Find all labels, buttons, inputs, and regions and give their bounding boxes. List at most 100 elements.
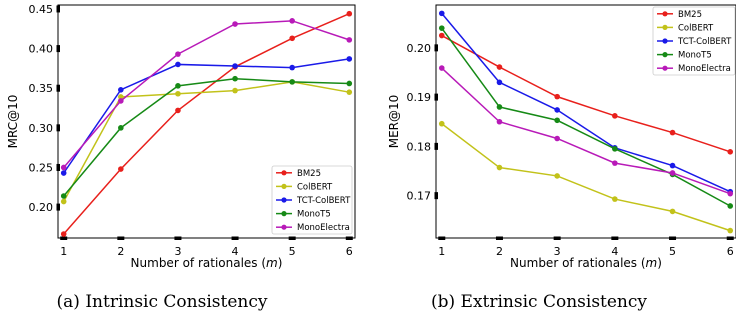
series-line — [63, 13, 350, 235]
x-tick-label: 5 — [669, 245, 676, 258]
figure-caption: (a) Intrinsic Consistency — [57, 292, 268, 312]
series-bm25 — [438, 32, 734, 155]
data-point — [496, 64, 503, 70]
x-tick-label: 3 — [174, 245, 181, 258]
series-bm25 — [60, 10, 353, 237]
series-monoelectra — [60, 18, 353, 171]
y-tick-mark — [434, 93, 438, 101]
y-tick-mark — [434, 192, 438, 200]
legend-swatch-marker — [662, 52, 668, 58]
y-tick-label: 0.19 — [407, 91, 432, 104]
y-tick-label: 0.40 — [29, 43, 54, 56]
legend: BM25 ColBERT TCT-ColBERT MonoT5 MonoElectra — [271, 165, 353, 235]
data-point — [346, 80, 353, 87]
legend-swatch-marker — [662, 65, 668, 71]
data-point — [554, 173, 560, 179]
x-tick-label: 3 — [554, 245, 561, 258]
data-point — [175, 83, 181, 89]
data-point — [118, 125, 124, 131]
legend-entry: MonoElectra — [297, 223, 350, 233]
series-line — [63, 20, 350, 168]
data-point — [727, 203, 734, 209]
legend-swatch-marker — [662, 24, 668, 30]
data-point — [232, 87, 238, 94]
series-line — [63, 58, 350, 174]
x-tick-mark — [726, 236, 734, 240]
series-line — [441, 27, 731, 207]
legend-entry: TCT-ColBERT — [677, 37, 732, 47]
x-tick-label: 1 — [60, 245, 67, 258]
data-point — [175, 107, 181, 114]
data-point — [289, 79, 295, 85]
data-point — [496, 118, 503, 125]
data-point — [346, 56, 353, 62]
series-line — [441, 12, 731, 193]
chart-panel-2: 0.17 0.18 0.19 0.20 1 2 3 4 5 6 Number of rational… — [387, 4, 736, 312]
x-tick-mark — [495, 236, 503, 240]
legend-box — [271, 165, 353, 235]
data-point — [60, 164, 67, 171]
x-tick-label: 6 — [346, 245, 353, 258]
series-line — [441, 67, 731, 195]
data-point — [60, 193, 67, 199]
legend-entry: MonoT5 — [297, 210, 331, 220]
y-tick-label: 0.25 — [29, 161, 54, 174]
x-tick-label: 4 — [232, 245, 239, 258]
x-tick-mark — [174, 236, 182, 240]
data-point — [118, 94, 124, 100]
x-tick-label: 1 — [438, 245, 445, 258]
y-tick-label: 0.30 — [29, 122, 54, 135]
legend-swatch-marker — [662, 38, 668, 44]
plot-frame — [435, 4, 736, 239]
y-tick-label: 0.20 — [407, 42, 432, 55]
x-tick-mark — [231, 236, 239, 240]
y-tick-label: 0.35 — [29, 82, 54, 95]
data-point — [496, 164, 503, 171]
legend-entry: ColBERT — [297, 182, 333, 192]
series-tct-colbert — [60, 56, 353, 176]
data-point — [727, 148, 734, 155]
data-point — [289, 64, 295, 71]
data-point — [232, 75, 238, 82]
x-tick-mark — [345, 236, 353, 240]
y-axis-label: MER@10 — [387, 95, 401, 149]
series-line — [63, 81, 350, 202]
x-tick-mark — [611, 236, 619, 240]
data-point — [438, 25, 445, 31]
data-point — [60, 198, 67, 205]
data-point — [175, 51, 181, 57]
legend-entry: BM25 — [678, 10, 702, 20]
series-monot5 — [438, 25, 734, 209]
legend: BM25 ColBERT TCT-ColBERT MonoT5 MonoElectra — [652, 6, 736, 76]
data-point — [669, 162, 676, 169]
data-point — [554, 135, 560, 142]
data-point — [346, 37, 353, 43]
x-axis-label: Number of rationales (m) — [131, 256, 283, 270]
legend-entry: BM25 — [297, 169, 321, 179]
figure-caption: (b) Extrinsic Consistency — [431, 292, 647, 312]
data-point — [612, 113, 618, 119]
x-tick-label: 2 — [496, 245, 503, 258]
legend-swatch-marker — [281, 197, 287, 203]
legend-swatch-marker — [662, 11, 668, 17]
legend-entry: ColBERT — [678, 23, 714, 33]
y-tick-mark — [56, 203, 60, 211]
series-line — [441, 123, 731, 232]
legend-swatch-marker — [281, 170, 287, 176]
y-tick-label: 0.17 — [407, 190, 432, 203]
data-point — [118, 98, 124, 104]
legend-swatch-marker — [281, 211, 287, 217]
x-tick-mark — [553, 236, 561, 240]
x-tick-label: 6 — [727, 245, 734, 258]
series-colbert — [438, 120, 734, 234]
x-tick-label: 5 — [289, 245, 296, 258]
series-monot5 — [60, 75, 353, 199]
legend-swatch-marker — [281, 224, 287, 230]
data-point — [118, 166, 124, 172]
data-point — [554, 107, 560, 113]
chart-panel-1: 0.20 0.25 0.30 0.35 0.40 0.45 1 2 3 4 5 6 Number of … — [6, 3, 356, 312]
x-tick-label: 4 — [611, 245, 618, 258]
data-point — [496, 104, 503, 110]
series-monoelectra — [438, 65, 734, 197]
